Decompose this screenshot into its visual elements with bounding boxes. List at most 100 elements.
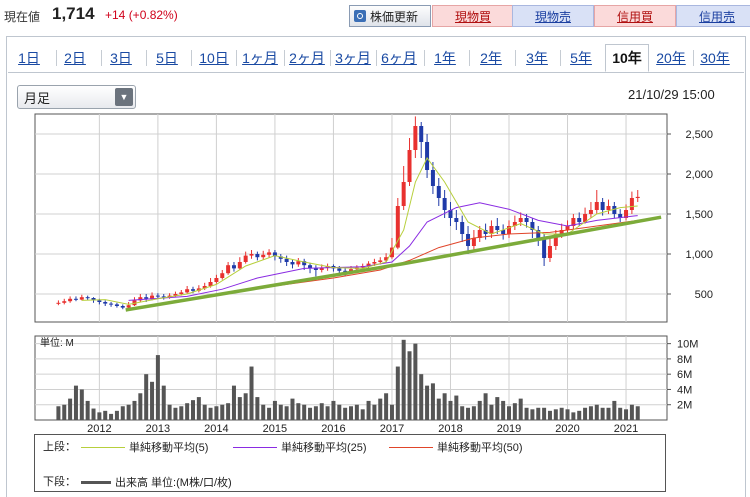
tab-2d[interactable]: 2日 [64, 49, 86, 66]
candle-up [173, 294, 178, 296]
volume-bar [325, 406, 330, 420]
candle-down [542, 238, 547, 258]
volume-bar [366, 400, 371, 420]
tab-3y[interactable]: 3年 [526, 49, 548, 66]
volume-bar [483, 393, 488, 420]
candle-up [349, 269, 353, 272]
candle-up [507, 226, 511, 234]
candle-up [372, 262, 377, 264]
legend-lower-label: 下段： [43, 476, 76, 488]
tab-separator [469, 50, 470, 66]
tab-2m[interactable]: 2ヶ月 [289, 49, 325, 66]
candle-down [109, 303, 114, 305]
volume-bar [220, 404, 225, 420]
volume-bar [272, 400, 277, 420]
cash-buy-button[interactable]: 現物買 [432, 5, 514, 27]
volume-bar [202, 404, 207, 420]
candle-up [62, 301, 67, 303]
volume-bar [524, 407, 529, 420]
legend-ma50-label: 単純移動平均(50) [437, 442, 523, 454]
candle-up [126, 305, 131, 308]
price-change: +14 (+0.82%) [105, 8, 178, 22]
candle-up [606, 206, 611, 210]
candle-up [68, 298, 73, 302]
tab-3d[interactable]: 3日 [110, 49, 132, 66]
tab-separator [191, 50, 192, 66]
volume-bar [97, 412, 102, 420]
refresh-quote-button[interactable]: 株価更新 [349, 5, 431, 27]
candle-down [495, 226, 500, 230]
volume-bar [530, 409, 535, 420]
volume-bar [56, 406, 61, 420]
volume-bar [103, 410, 108, 420]
tab-separator [693, 50, 694, 66]
x-tick-label: 2015 [263, 423, 287, 435]
candle-up [267, 252, 272, 255]
candle-up [518, 218, 523, 222]
candle-up [389, 247, 394, 258]
volume-bar [308, 407, 313, 420]
volume-bar [337, 404, 342, 420]
volume-bar [460, 406, 465, 420]
candle-up [249, 254, 254, 256]
candle-down [430, 170, 435, 186]
candle-down [618, 214, 623, 218]
candle-down [448, 210, 453, 218]
volume-bar [155, 355, 160, 420]
price-tick-label: 1,000 [685, 249, 713, 261]
tab-1d[interactable]: 1日 [18, 49, 40, 66]
candle-down [612, 206, 617, 214]
tab-6m[interactable]: 6ヶ月 [381, 49, 417, 66]
volume-bar [565, 409, 570, 420]
candle-down [302, 261, 307, 266]
tab-separator [284, 50, 285, 66]
tab-10d[interactable]: 10日 [199, 49, 229, 66]
tab-10y[interactable]: 10年 [605, 44, 649, 72]
legend-ma5-swatch [81, 446, 125, 448]
volume-bar [354, 404, 359, 420]
chart-panel [6, 36, 746, 497]
candle-down [442, 198, 447, 210]
legend-volume: 出来高 単位:(M株/口/枚) [81, 474, 232, 490]
volume-tick-label: 2M [677, 400, 692, 412]
candle-up [588, 210, 593, 214]
tab-2y[interactable]: 2年 [480, 49, 502, 66]
volume-bar [507, 406, 511, 420]
candle-up [150, 295, 155, 299]
candle-down [85, 297, 90, 299]
candle-down [155, 295, 160, 297]
volume-bar [466, 407, 471, 420]
cash-sell-button[interactable]: 現物売 [512, 5, 594, 27]
x-tick-label: 2021 [614, 423, 638, 435]
x-tick-label: 2013 [146, 423, 170, 435]
volume-bar [237, 397, 242, 420]
tab-30y[interactable]: 30年 [700, 49, 730, 66]
volume-bar [114, 410, 119, 420]
tab-5y[interactable]: 5年 [570, 49, 592, 66]
price-tick-label: 500 [695, 289, 713, 301]
tab-1m[interactable]: 1ヶ月 [242, 49, 278, 66]
volume-bar [454, 395, 459, 420]
margin-sell-button[interactable]: 信用売 [676, 5, 750, 27]
volume-bar [68, 398, 73, 420]
tab-separator [330, 50, 331, 66]
margin-buy-button[interactable]: 信用買 [594, 5, 676, 27]
period-tabs: 1日 2日 3日 5日 10日 1ヶ月 2ヶ月 3ヶ月 6ヶ月 1年 2年 3年… [8, 44, 744, 73]
candle-down [600, 202, 605, 210]
volume-bar [255, 397, 260, 420]
legend-upper-row: 上段： 単純移動平均(5) 単純移動平均(25) 単純移動平均(50) [43, 439, 663, 454]
candle-up [401, 182, 406, 206]
tab-3m[interactable]: 3ヶ月 [335, 49, 371, 66]
period-select[interactable]: 月足 ▼ [17, 85, 136, 109]
quote-header: 現在値 1,714 +14 (+0.82%) 株価更新 現物買 現物売 信用買 … [0, 0, 750, 32]
tab-separator [146, 50, 147, 66]
volume-bar [126, 404, 131, 420]
candle-up [208, 282, 213, 286]
tab-5d[interactable]: 5日 [156, 49, 178, 66]
volume-bar [588, 406, 593, 420]
tab-1y[interactable]: 1年 [434, 49, 456, 66]
legend-ma25-label: 単純移動平均(25) [281, 442, 367, 454]
tab-20y[interactable]: 20年 [656, 49, 686, 66]
candle-down [343, 270, 348, 272]
candle-up [594, 202, 599, 210]
